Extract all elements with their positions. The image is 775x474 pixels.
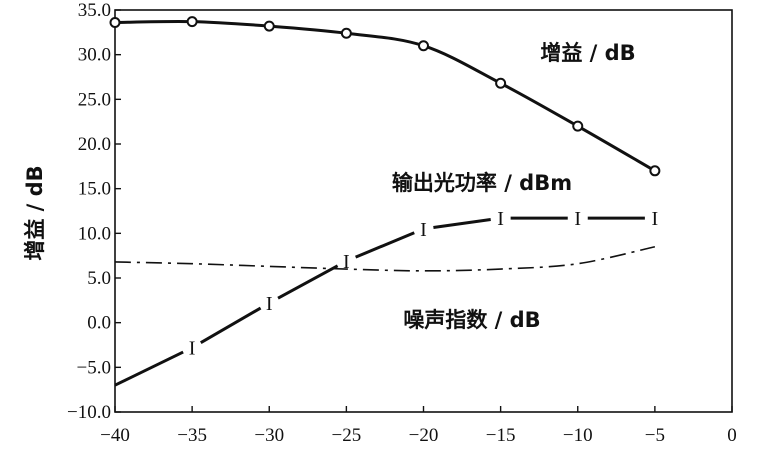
x-tick-label: −20 (409, 425, 439, 446)
output-power-point: I (420, 219, 427, 241)
plot-axes: −40 −35 −30 −25 −20 −15 −10 −5 0 35.0 30.0 25.0 20.0… (67, 0, 737, 446)
y-tick-label: 35.0 (78, 0, 111, 21)
x-tick-label: −30 (254, 425, 284, 446)
output-power-point: I (652, 208, 659, 230)
y-tick-label: 20.0 (78, 134, 111, 155)
x-tick-label: −25 (332, 425, 362, 446)
y-tick-label: −5.0 (77, 357, 111, 378)
gain-point (572, 120, 584, 132)
output-power-line-segment (200, 306, 262, 344)
output-power-point: I (343, 251, 350, 273)
x-tick-label: −35 (177, 425, 207, 446)
gain-series-label: 增益 / dB (540, 41, 635, 65)
gain-point (263, 20, 275, 32)
output-power-point: I (189, 338, 196, 360)
y-tick-label: 15.0 (78, 179, 111, 200)
gain-point (109, 17, 121, 29)
y-tick-label: 10.0 (78, 223, 111, 244)
gain-point (186, 16, 198, 28)
output-power-point: I (574, 208, 581, 230)
output-power-line-segment (355, 231, 415, 259)
output-power-line-segment (433, 218, 491, 229)
output-power-point: I (497, 208, 504, 230)
output-power-line-segment (277, 264, 339, 300)
x-tick-label: −15 (486, 425, 516, 446)
series-labels: 增益 / dB 输出光功率 / dBm 噪声指数 / dB (392, 41, 636, 332)
y-tick-label: −10.0 (67, 402, 111, 423)
y-tick-label: 30.0 (78, 45, 111, 66)
gain-point (649, 165, 661, 177)
series-layer: I I I I I I I (109, 16, 661, 387)
output-power-line-segment (114, 350, 184, 387)
noise-figure-series-label: 噪声指数 / dB (403, 308, 540, 332)
x-tick-label: −40 (100, 425, 130, 446)
y-axis-label: 增益 / dB (23, 165, 47, 260)
gain-point (495, 77, 507, 89)
y-tick-label: 5.0 (87, 268, 111, 289)
x-tick-label: −10 (563, 425, 593, 446)
gain-point (418, 40, 429, 52)
noise-figure-line (114, 245, 656, 272)
y-tick-label: 0.0 (87, 313, 111, 334)
y-tick-label: 25.0 (78, 89, 111, 110)
output-power-series-label: 输出光功率 / dBm (392, 171, 572, 195)
output-power-point: I (266, 293, 273, 315)
x-tick-label: −5 (645, 425, 665, 446)
gain-point (340, 27, 352, 39)
plot-frame (114, 9, 733, 413)
x-tick-label: 0 (727, 425, 737, 446)
